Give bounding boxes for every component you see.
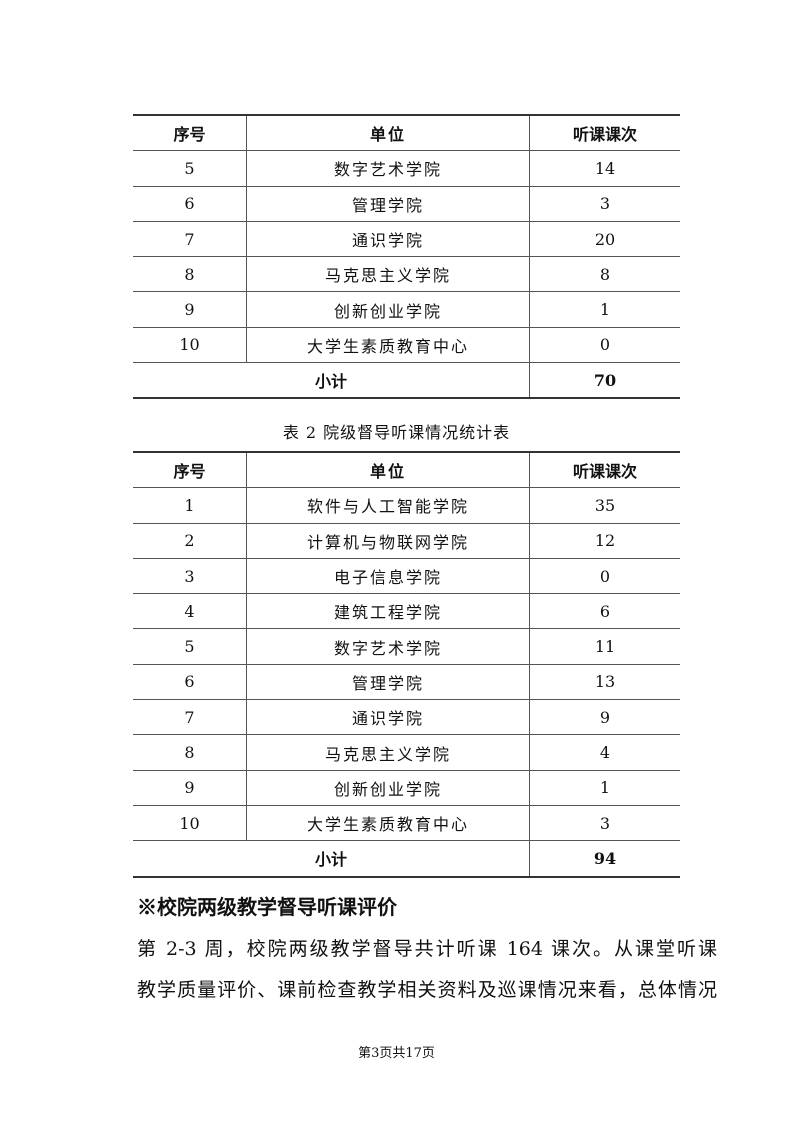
table-row: 9 创新创业学院 1 — [133, 769, 680, 806]
header-row: 序号 单位 听课课次 — [133, 114, 680, 151]
table-cell: 电子信息学院 — [246, 557, 530, 594]
subtotal-label: 小计 — [133, 362, 530, 400]
table-row: 8 马克思主义学院 4 — [133, 734, 680, 771]
table-cell: 大学生素质教育中心 — [246, 326, 530, 363]
table-1: 序号 单位 听课课次 5 数字艺术学院 14 6 管理学院 3 7 通识学院 20 8 马克思主义学院 8 9… — [133, 114, 680, 400]
table-cell: 11 — [529, 628, 680, 665]
column-header: 单位 — [246, 114, 530, 151]
table-cell: 计算机与物联网学院 — [246, 522, 530, 559]
table-cell: 通识学院 — [246, 220, 530, 257]
table-row: 10 大学生素质教育中心 0 — [133, 326, 680, 363]
table-row: 3 电子信息学院 0 — [133, 557, 680, 594]
table-cell: 35 — [529, 487, 680, 524]
table-cell: 4 — [133, 593, 247, 629]
table-row: 6 管理学院 13 — [133, 663, 680, 700]
table-cell: 10 — [133, 804, 247, 841]
paragraph-line: 教学质量评价、课前检查教学相关资料及巡课情况来看，总体情况 — [137, 979, 717, 1001]
table-cell: 3 — [529, 185, 680, 222]
table-cell: 创新创业学院 — [246, 769, 530, 806]
table-cell: 14 — [529, 150, 680, 187]
table-row: 7 通识学院 20 — [133, 220, 680, 257]
table-cell: 0 — [529, 326, 680, 363]
table-cell: 3 — [529, 804, 680, 841]
table-cell: 9 — [133, 291, 247, 328]
table-row: 6 管理学院 3 — [133, 185, 680, 222]
table-cell: 1 — [529, 291, 680, 328]
table-cell: 8 — [529, 256, 680, 292]
table-row: 5 数字艺术学院 11 — [133, 628, 680, 665]
subtotal-row: 小计 70 — [133, 362, 680, 400]
table-row: 2 计算机与物联网学院 12 — [133, 522, 680, 559]
table-cell: 管理学院 — [246, 185, 530, 222]
table-cell: 6 — [529, 593, 680, 629]
table-cell: 数字艺术学院 — [246, 628, 530, 665]
header-row: 序号 单位 听课课次 — [133, 451, 680, 488]
table-cell: 大学生素质教育中心 — [246, 804, 530, 841]
table-row: 10 大学生素质教育中心 3 — [133, 804, 680, 841]
column-header: 序号 — [133, 114, 247, 151]
table-cell: 4 — [529, 734, 680, 771]
table-cell: 12 — [529, 522, 680, 559]
table-row: 4 建筑工程学院 6 — [133, 593, 680, 629]
table-cell: 6 — [133, 663, 247, 700]
page-footer: 第3页共17页 — [358, 1046, 435, 1061]
table-cell: 8 — [133, 256, 247, 292]
column-header: 听课课次 — [529, 451, 680, 488]
table-cell: 5 — [133, 628, 247, 665]
table-cell: 9 — [133, 769, 247, 806]
table-cell: 创新创业学院 — [246, 291, 530, 328]
table-cell: 7 — [133, 220, 247, 257]
column-header: 听课课次 — [529, 114, 680, 151]
table-cell: 通识学院 — [246, 699, 530, 735]
table-cell: 6 — [133, 185, 247, 222]
table-cell: 20 — [529, 220, 680, 257]
table-row: 1 软件与人工智能学院 35 — [133, 487, 680, 524]
table-cell: 1 — [529, 769, 680, 806]
table-cell: 13 — [529, 663, 680, 700]
table-row: 9 创新创业学院 1 — [133, 291, 680, 328]
section-heading: ※校院两级教学督导听课评价 — [137, 895, 397, 919]
table-2: 序号 单位 听课课次 1 软件与人工智能学院 35 2 计算机与物联网学院 12 3 电子信息学院 0… — [133, 451, 680, 878]
table-cell: 3 — [133, 557, 247, 594]
table-2-caption: 表 2 院级督导听课情况统计表 — [282, 423, 511, 442]
table-row: 7 通识学院 9 — [133, 699, 680, 735]
table-cell: 2 — [133, 522, 247, 559]
table-cell: 数字艺术学院 — [246, 150, 530, 187]
table-cell: 软件与人工智能学院 — [246, 487, 530, 524]
column-header: 单位 — [246, 451, 530, 488]
subtotal-value: 94 — [529, 840, 680, 878]
subtotal-row: 小计 94 — [133, 840, 680, 878]
table-cell: 8 — [133, 734, 247, 771]
table-cell: 1 — [133, 487, 247, 524]
subtotal-label: 小计 — [133, 840, 530, 878]
subtotal-value: 70 — [529, 362, 680, 400]
table-cell: 建筑工程学院 — [246, 593, 530, 629]
table-row: 8 马克思主义学院 8 — [133, 256, 680, 292]
table-cell: 10 — [133, 326, 247, 363]
table-cell: 马克思主义学院 — [246, 734, 530, 771]
table-cell: 0 — [529, 557, 680, 594]
table-cell: 5 — [133, 150, 247, 187]
table-cell: 7 — [133, 699, 247, 735]
table-cell: 马克思主义学院 — [246, 256, 530, 292]
table-cell: 管理学院 — [246, 663, 530, 700]
table-cell: 9 — [529, 699, 680, 735]
table-row: 5 数字艺术学院 14 — [133, 150, 680, 187]
column-header: 序号 — [133, 451, 247, 488]
paragraph-line: 第 2-3 周，校院两级教学督导共计听课 164 课次。从课堂听课 — [137, 938, 717, 960]
